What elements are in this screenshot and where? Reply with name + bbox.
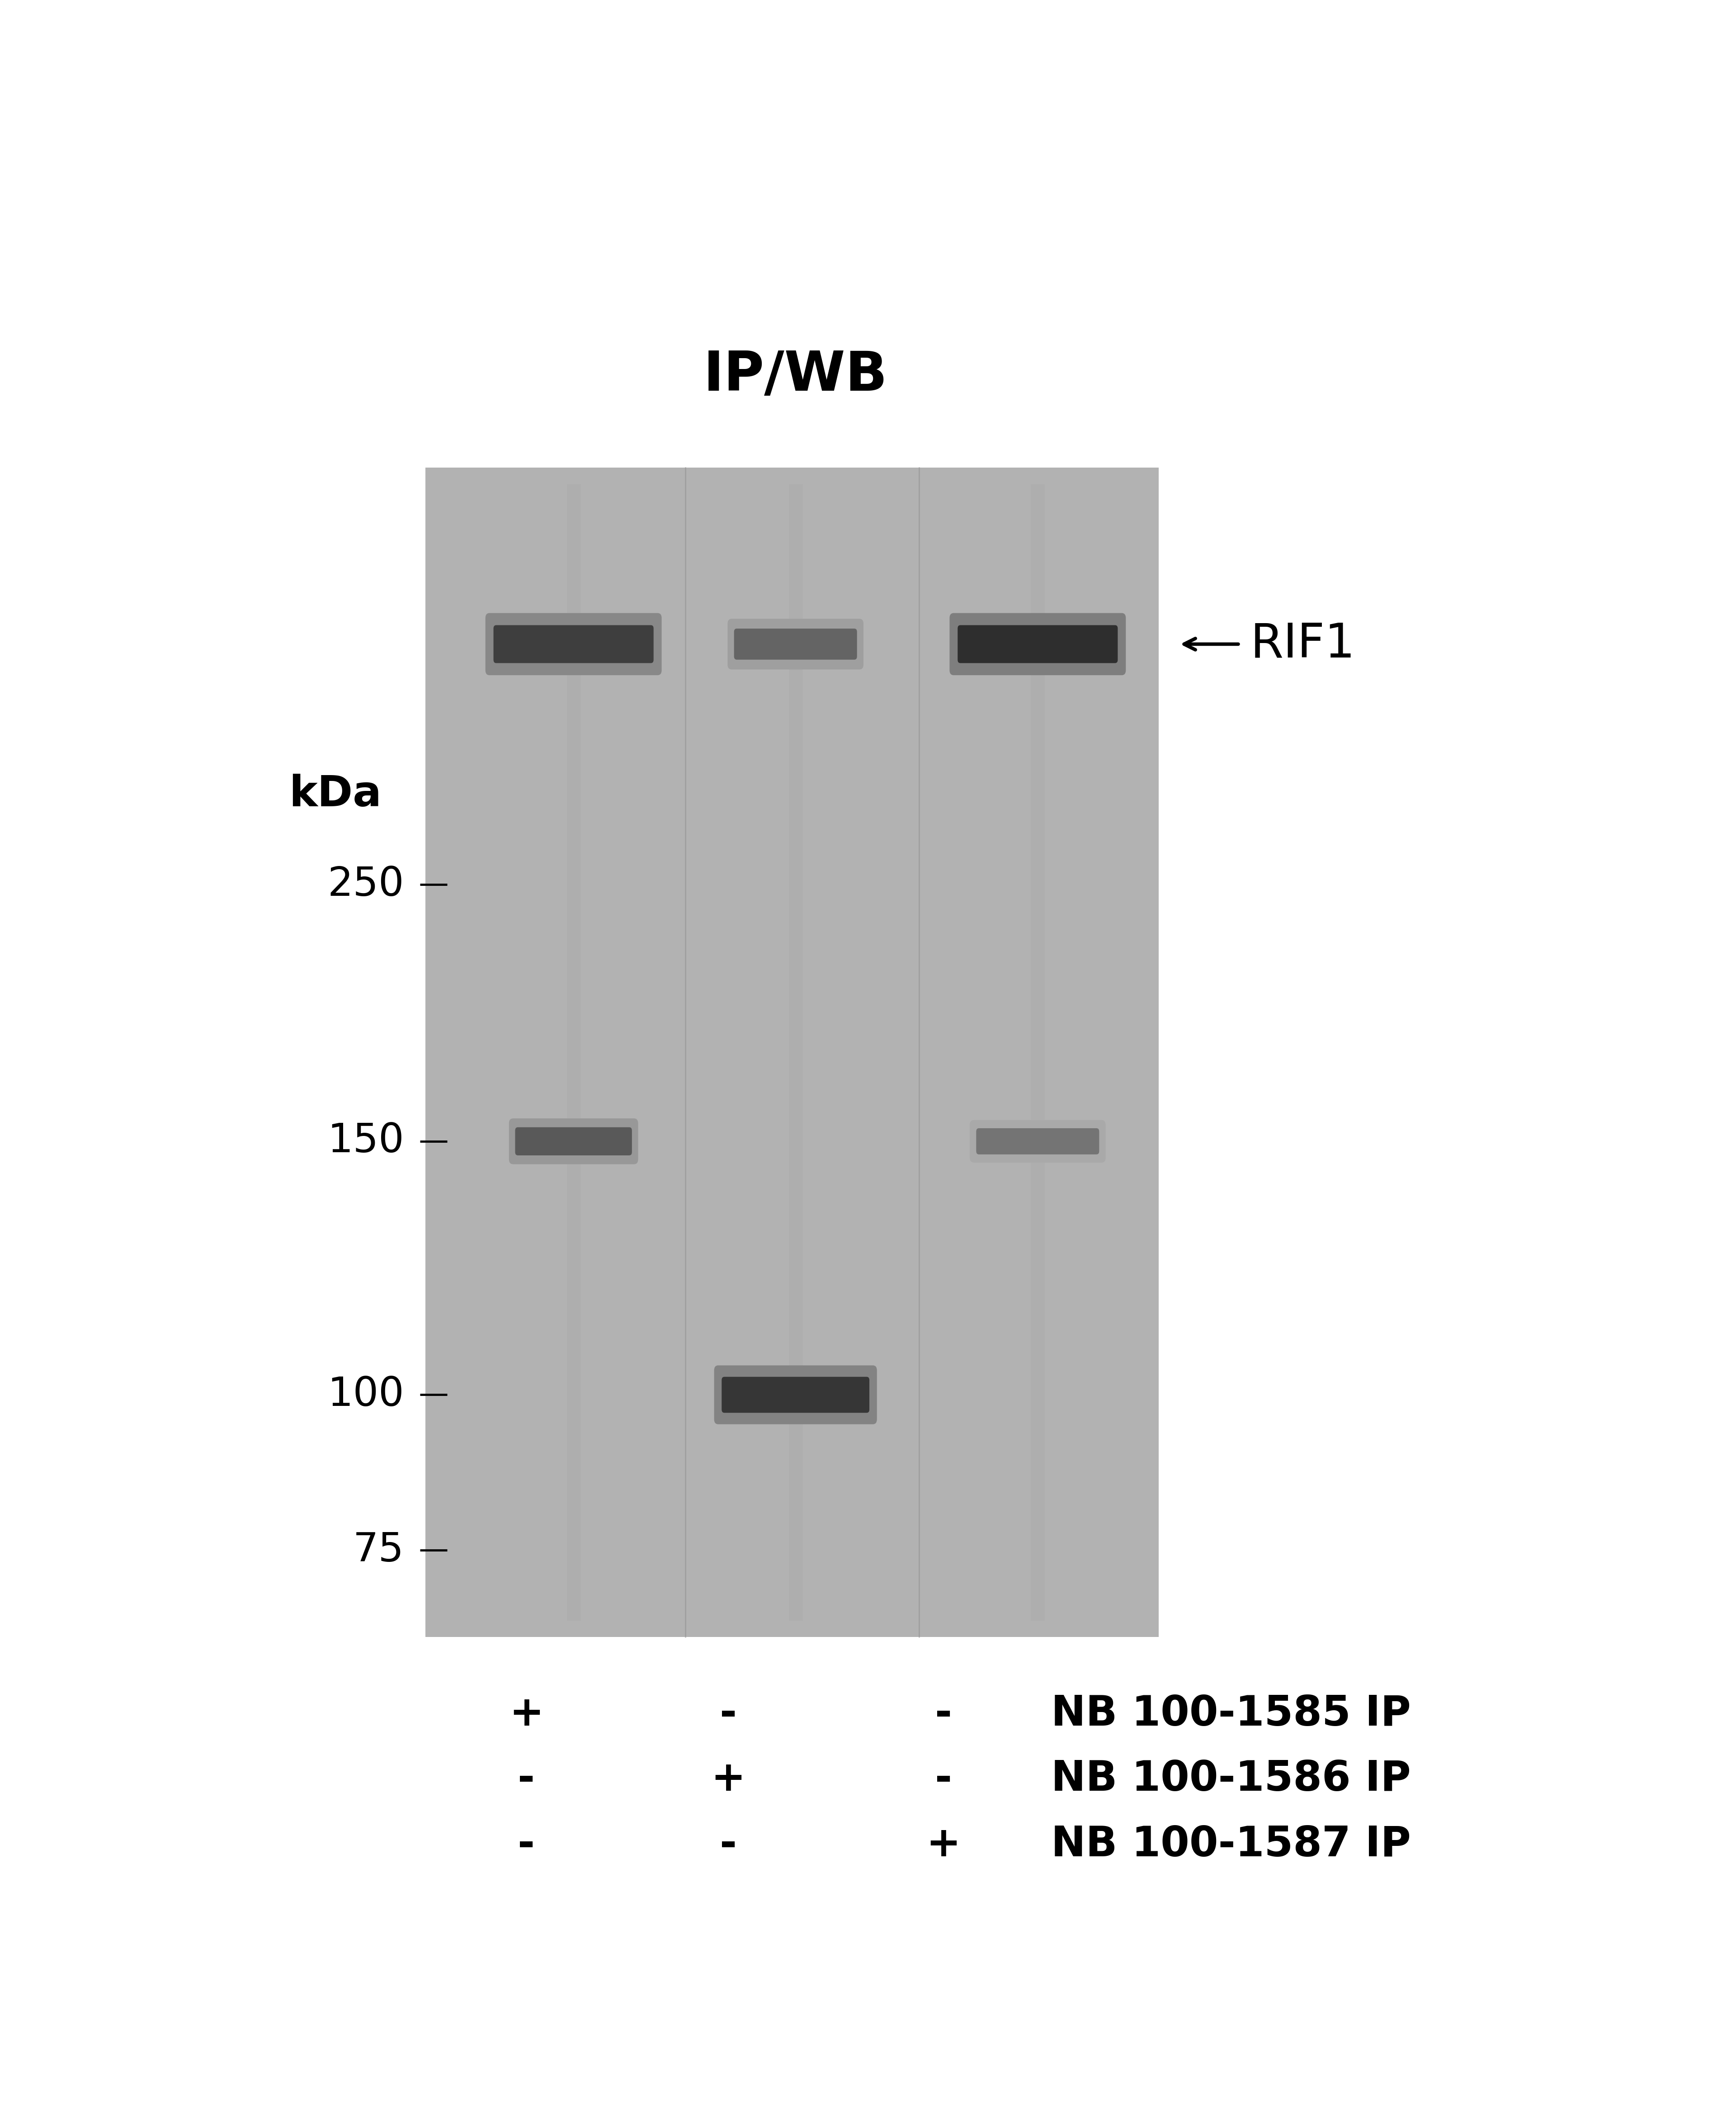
- Text: RIF1: RIF1: [1250, 620, 1356, 667]
- Text: kDa: kDa: [290, 773, 382, 816]
- Text: -: -: [936, 1759, 951, 1799]
- Text: +: +: [710, 1759, 746, 1799]
- Text: NB 100-1586 IP: NB 100-1586 IP: [1050, 1759, 1411, 1799]
- FancyBboxPatch shape: [976, 1128, 1099, 1155]
- FancyBboxPatch shape: [970, 1119, 1106, 1162]
- Text: -: -: [517, 1825, 535, 1865]
- Text: -: -: [720, 1825, 736, 1865]
- Text: NB 100-1587 IP: NB 100-1587 IP: [1050, 1825, 1411, 1865]
- FancyBboxPatch shape: [958, 624, 1118, 663]
- Text: 75: 75: [352, 1531, 404, 1570]
- Text: IP/WB: IP/WB: [703, 348, 887, 401]
- FancyBboxPatch shape: [713, 1366, 877, 1425]
- Text: 150: 150: [328, 1121, 404, 1162]
- FancyBboxPatch shape: [486, 614, 661, 675]
- Text: +: +: [925, 1825, 962, 1865]
- FancyBboxPatch shape: [516, 1128, 632, 1155]
- FancyBboxPatch shape: [493, 624, 653, 663]
- FancyBboxPatch shape: [950, 614, 1127, 675]
- Text: +: +: [509, 1693, 543, 1733]
- FancyBboxPatch shape: [734, 629, 858, 661]
- Text: -: -: [936, 1693, 951, 1733]
- Text: 100: 100: [328, 1374, 404, 1415]
- Text: NB 100-1585 IP: NB 100-1585 IP: [1050, 1693, 1411, 1733]
- Text: 250: 250: [328, 864, 404, 905]
- Bar: [425, 467, 1160, 1638]
- Text: -: -: [517, 1759, 535, 1799]
- FancyBboxPatch shape: [509, 1119, 639, 1164]
- Text: -: -: [720, 1693, 736, 1733]
- FancyBboxPatch shape: [722, 1376, 870, 1412]
- FancyBboxPatch shape: [727, 618, 863, 669]
